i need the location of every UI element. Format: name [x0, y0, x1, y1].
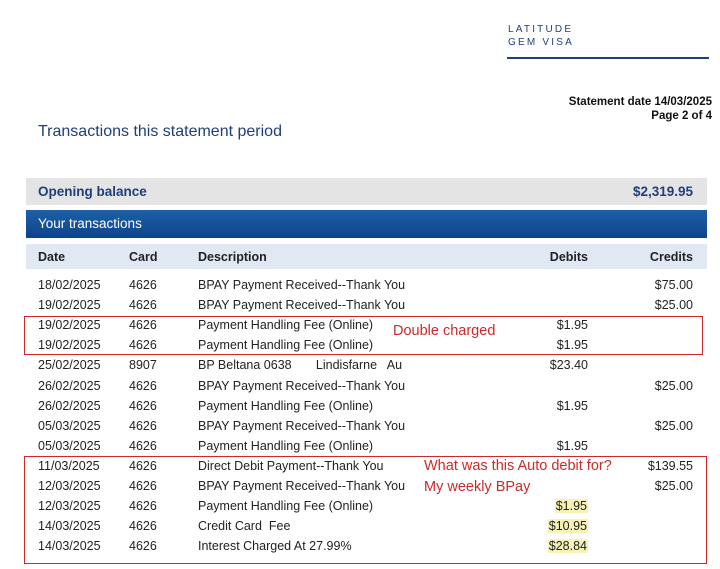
your-transactions-label: Your transactions	[38, 216, 142, 231]
transaction-card: 4626	[129, 438, 157, 453]
opening-balance-value: $2,319.95	[632, 184, 693, 199]
transaction-row: 19/02/2025 4626 BPAY Payment Received--Tha…	[26, 295, 707, 315]
auto-debit-box	[24, 456, 707, 564]
transaction-card: 4626	[129, 519, 157, 534]
transaction-description: Credit Card Fee	[198, 519, 291, 534]
transaction-row: 14/03/2025 4626 Credit Card Fee $10.95	[26, 516, 707, 536]
annotation-weekly-bpay: My weekly BPay	[424, 479, 531, 495]
transaction-credit: $25.00	[654, 298, 693, 313]
transaction-card: 4626	[129, 398, 157, 413]
transaction-row: 25/02/2025 8907 BP Beltana 0638 Lindisfarn…	[26, 355, 707, 375]
transaction-description: Payment Handling Fee (Online)	[198, 318, 374, 333]
transaction-debit: $1.95	[556, 318, 588, 333]
transaction-date: 19/02/2025	[38, 338, 101, 353]
transaction-description: Payment Handling Fee (Online)	[198, 338, 374, 353]
transaction-description: BP Beltana 0638 Lindisfarne Au	[198, 358, 403, 373]
transaction-date: 05/03/2025	[38, 418, 101, 433]
column-header-row: Date Card Description Debits Credits	[26, 244, 707, 269]
double-charged-box	[24, 316, 703, 355]
transaction-credit: $25.00	[654, 418, 693, 433]
brand-line-2: GEM VISA	[508, 37, 574, 48]
brand-line-1: LATITUDE	[508, 24, 574, 35]
transaction-date: 26/02/2025	[38, 398, 101, 413]
transaction-date: 18/02/2025	[38, 278, 101, 292]
transaction-debit: $28.84	[547, 539, 588, 554]
transaction-card: 4626	[129, 499, 157, 514]
transaction-description: Payment Handling Fee (Online)	[198, 438, 374, 453]
transaction-card: 4626	[129, 278, 157, 292]
transaction-card: 4626	[129, 338, 157, 353]
transaction-card: 4626	[129, 298, 157, 313]
transaction-description: BPAY Payment Received--Thank You	[198, 378, 406, 393]
col-card: Card	[129, 250, 158, 264]
transaction-date: 11/03/2025	[38, 458, 100, 473]
transaction-debit: $10.95	[547, 519, 588, 534]
transaction-card: 4626	[129, 539, 157, 554]
transaction-row: 05/03/2025 4626 Payment Handling Fee (Onli…	[26, 436, 707, 456]
transaction-row: 26/02/2025 4626 Payment Handling Fee (Onli…	[26, 396, 707, 416]
transaction-date: 12/03/2025	[38, 479, 101, 493]
statement-info: Statement date 14/03/2025 Page 2 of 4	[569, 95, 712, 123]
transaction-description: BPAY Payment Received--Thank You	[198, 418, 406, 433]
annotation-double-charged: Double charged	[393, 323, 496, 339]
page-number: Page 2 of 4	[651, 110, 712, 122]
transaction-date: 14/03/2025	[38, 539, 101, 554]
transaction-date: 12/03/2025	[38, 499, 101, 514]
transaction-card: 4626	[129, 318, 157, 333]
brand-logo: LATITUDE GEM VISA	[508, 23, 574, 49]
transaction-credit: $25.00	[654, 378, 693, 393]
transaction-credit: $25.00	[654, 479, 693, 493]
col-date: Date	[38, 250, 66, 264]
transaction-debit: $1.95	[554, 499, 588, 514]
transaction-description: BPAY Payment Received--Thank You	[198, 278, 406, 292]
transaction-row: 14/03/2025 4626 Interest Charged At 27.99%…	[26, 536, 707, 556]
transaction-date: 19/02/2025	[38, 318, 101, 333]
col-description: Description	[198, 250, 267, 264]
transaction-row: 26/02/2025 4626 BPAY Payment Received--Tha…	[26, 376, 707, 396]
your-transactions-header: Your transactions	[26, 210, 707, 238]
transaction-row: 18/02/2025 4626 BPAY Payment Received--Tha…	[26, 275, 707, 295]
col-credits: Credits	[649, 250, 693, 264]
transaction-description: BPAY Payment Received--Thank You	[198, 479, 406, 493]
transaction-date: 14/03/2025	[38, 519, 101, 534]
transaction-row: 19/02/2025 4626 Payment Handling Fee (Onli…	[26, 335, 707, 355]
transaction-description: Interest Charged At 27.99%	[198, 539, 352, 554]
statement-date: Statement date 14/03/2025	[568, 96, 712, 108]
transaction-debit: $1.95	[556, 438, 588, 453]
transaction-card: 4626	[129, 458, 157, 473]
transaction-description: BPAY Payment Received--Thank You	[198, 298, 406, 313]
transaction-row: 12/03/2025 4626 Payment Handling Fee (Onli…	[26, 496, 707, 516]
transaction-description: Payment Handling Fee (Online)	[198, 499, 374, 514]
transaction-debit: $1.95	[556, 338, 588, 353]
transaction-date: 25/02/2025	[38, 358, 101, 373]
annotation-auto-debit-question: What was this Auto debit for?	[424, 458, 612, 474]
brand-underline	[507, 57, 709, 59]
transaction-card: 8907	[129, 358, 157, 373]
col-debits: Debits	[549, 250, 588, 264]
page-title: Transactions this statement period	[38, 123, 282, 140]
opening-balance-label: Opening balance	[38, 184, 147, 199]
opening-balance-bar: Opening balance $2,319.95	[26, 178, 707, 205]
transaction-card: 4626	[129, 378, 157, 393]
transaction-credit: $75.00	[654, 278, 693, 292]
transaction-row: 05/03/2025 4626 BPAY Payment Received--Tha…	[26, 416, 707, 436]
transaction-card: 4626	[129, 418, 157, 433]
transaction-debit: $1.95	[556, 398, 588, 413]
transaction-description: Direct Debit Payment--Thank You	[198, 458, 384, 473]
transaction-description: Payment Handling Fee (Online)	[198, 398, 374, 413]
transaction-credit: $139.55	[647, 458, 693, 473]
transaction-date: 26/02/2025	[38, 378, 101, 393]
transaction-row: 19/02/2025 4626 Payment Handling Fee (Onli…	[26, 315, 707, 335]
transaction-debit: $23.40	[549, 358, 588, 373]
transaction-card: 4626	[129, 479, 157, 493]
transaction-date: 19/02/2025	[38, 298, 101, 313]
transaction-row: 11/03/2025 4626 Direct Debit Payment--Than…	[26, 456, 707, 476]
transaction-date: 05/03/2025	[38, 438, 101, 453]
transaction-row: 12/03/2025 4626 BPAY Payment Received--Tha…	[26, 476, 707, 496]
